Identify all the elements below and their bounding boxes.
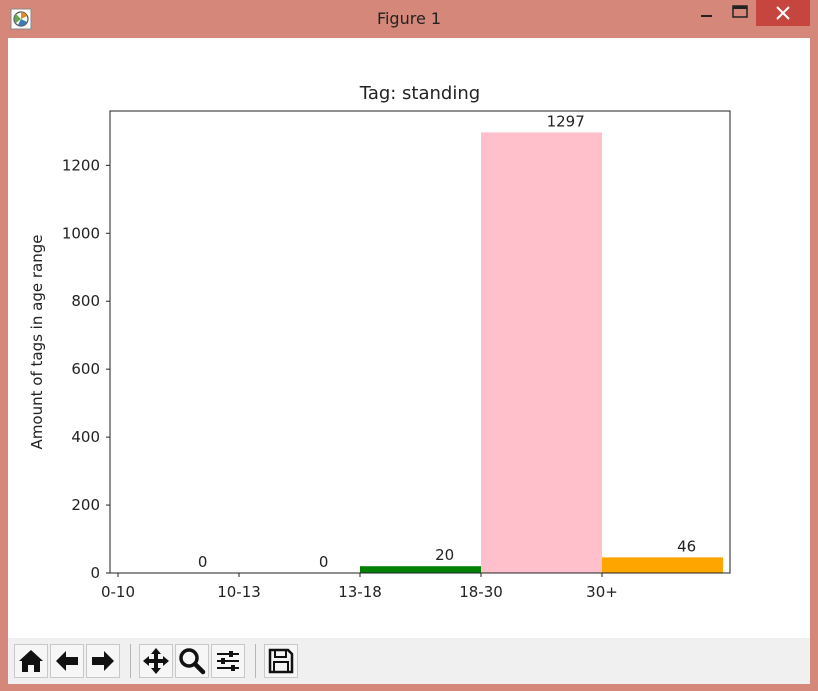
subplots-button[interactable]: [211, 644, 245, 678]
maximize-button[interactable]: [726, 0, 754, 26]
x-tick-label: 30+: [586, 583, 618, 601]
x-tick-label: 10-13: [217, 583, 261, 601]
save-button[interactable]: [264, 644, 298, 678]
app-icon: [10, 8, 32, 30]
arrow-right-icon: [92, 651, 114, 671]
bar-13-18: [360, 566, 481, 573]
chart-title: Tag: standing: [359, 83, 480, 104]
navigation-toolbar: [8, 638, 810, 684]
bars: [360, 132, 723, 573]
data-labels: 0 0 20 1297 46: [198, 112, 696, 571]
x-axis: 0-10 10-13 13-18 18-30 30+: [101, 573, 618, 601]
forward-button[interactable]: [86, 644, 120, 678]
bar-chart: Tag: standing Amount of tags in age rang…: [28, 83, 731, 601]
x-tick-label: 0-10: [101, 583, 135, 601]
arrow-left-icon: [56, 651, 78, 671]
sliders-icon: [217, 651, 239, 671]
figure-canvas-area: Tag: standing Amount of tags in age rang…: [8, 38, 810, 684]
floppy-disk-icon: [268, 648, 294, 674]
move-icon: [143, 648, 169, 674]
close-icon: [776, 6, 790, 20]
y-axis: 0 200 400 600 800 1000 1200: [62, 156, 110, 582]
plot-frame: [109, 110, 731, 574]
toolbar-separator: [255, 644, 256, 678]
magnifier-icon: [179, 648, 206, 675]
close-button[interactable]: [756, 0, 810, 26]
data-label: 20: [435, 546, 454, 564]
y-axis-label: Amount of tags in age range: [28, 235, 46, 450]
bar-30+: [602, 557, 723, 573]
y-tick-label: 800: [71, 292, 100, 310]
minimize-icon: [701, 15, 712, 17]
x-tick-label: 18-30: [459, 583, 503, 601]
y-tick-label: 1000: [62, 224, 100, 242]
y-tick-label: 400: [71, 428, 100, 446]
toolbar-separator: [130, 644, 131, 678]
zoom-button[interactable]: [175, 644, 209, 678]
minimize-button[interactable]: [693, 0, 721, 26]
bar-18-30: [481, 132, 602, 573]
data-label: 1297: [547, 112, 585, 130]
data-label: 0: [319, 553, 329, 571]
data-label: 46: [677, 537, 696, 555]
home-icon: [19, 650, 43, 672]
title-bar[interactable]: Figure 1: [0, 0, 818, 38]
x-tick-label: 13-18: [338, 583, 382, 601]
pan-button[interactable]: [139, 644, 173, 678]
y-tick-label: 200: [71, 496, 100, 514]
data-label: 0: [198, 553, 208, 571]
window-title: Figure 1: [376, 9, 442, 28]
home-button[interactable]: [14, 644, 48, 678]
y-tick-label: 1200: [62, 156, 100, 174]
y-tick-label: 600: [71, 360, 100, 378]
y-tick-label: 0: [90, 564, 100, 582]
back-button[interactable]: [50, 644, 84, 678]
